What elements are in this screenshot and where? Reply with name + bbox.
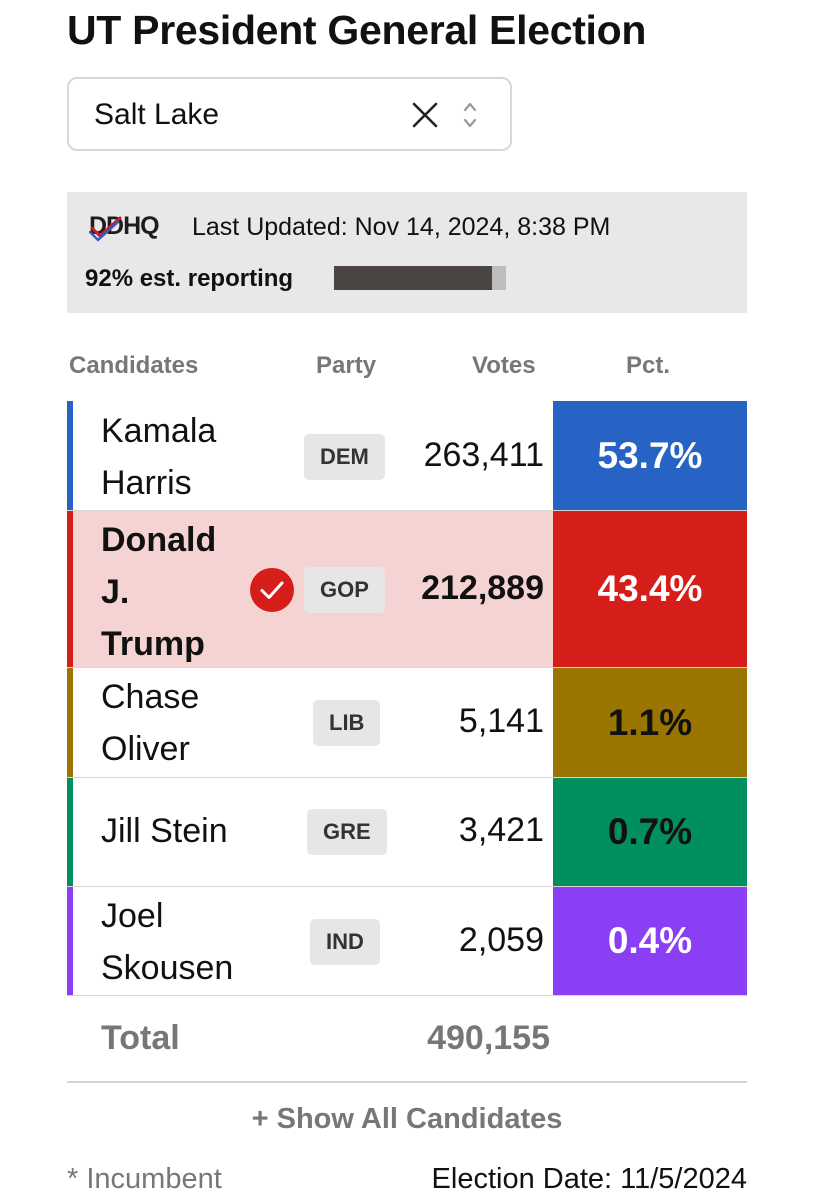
vote-percent: 0.7% [553,778,747,886]
column-header-candidates: Candidates [69,352,199,379]
vote-count: 2,059 [458,921,544,959]
reporting-progress-bar [334,266,506,290]
reporting-label: 92% est. reporting [85,265,294,292]
vote-percent: 43.4% [553,511,747,667]
candidate-row[interactable]: Jill Stein GRE 3,421 0.7% [67,778,747,887]
last-updated: Last Updated: Nov 14, 2024, 8:38 PM [192,213,611,241]
candidate-name: Chase Oliver [101,678,200,768]
results-table: Kamala Harris DEM 263,411 53.7% Donald J. T… [67,401,747,996]
incumbent-note: * Incumbent [67,1163,222,1195]
logo-check-mark [89,216,122,242]
party-color-stripe [67,401,73,510]
vote-count: 5,141 [458,702,544,740]
party-color-stripe [67,887,73,995]
party-color-stripe [67,778,73,886]
county-select-value: Salt Lake [94,98,220,131]
show-all-candidates-button[interactable]: + Show All Candidates [251,1103,563,1135]
vote-percent: 0.4% [553,887,747,995]
party-color-stripe [67,511,73,667]
reporting-progress-fill [334,266,493,290]
vote-percent: 53.7% [553,401,747,510]
party-badge: GRE [307,809,387,855]
total-votes: 490,155 [427,1019,550,1057]
candidate-row[interactable]: Chase Oliver LIB 5,141 1.1% [67,668,747,778]
candidate-name: Kamala Harris [101,412,217,502]
page-title: UT President General Election [67,7,647,53]
vote-count: 263,411 [423,436,544,474]
column-header-votes: Votes [472,352,536,379]
column-header-party: Party [316,352,377,379]
vote-count: 3,421 [458,811,544,849]
candidate-name: Jill Stein [101,812,228,850]
party-color-stripe [67,668,73,777]
candidate-row[interactable]: Joel Skousen IND 2,059 0.4% [67,887,747,996]
candidate-name: Joel Skousen [101,897,234,987]
party-badge: GOP [304,567,385,613]
status-banner: DDHQ Last Updated: Nov 14, 2024, 8:38 PM… [67,192,747,313]
checkmark-circle-icon [250,568,294,612]
ddhq-logo: DDHQ [89,212,160,242]
candidate-name: Donald J. Trump [101,521,217,663]
vote-percent: 1.1% [553,668,747,777]
candidate-row-winner[interactable]: Donald J. Trump GOP 212,889 43.4% [67,511,747,668]
vote-count: 212,889 [421,569,544,607]
party-badge: IND [310,919,380,965]
close-icon[interactable] [411,101,439,129]
divider [67,1081,747,1083]
county-select[interactable]: Salt Lake [67,77,512,151]
candidate-row[interactable]: Kamala Harris DEM 263,411 53.7% [67,401,747,511]
party-badge: DEM [304,434,385,480]
election-date: Election Date: 11/5/2024 [431,1163,747,1195]
updown-chevron-icon[interactable] [463,99,477,131]
total-label: Total [101,1019,180,1057]
column-header-pct: Pct. [626,352,671,379]
party-badge: LIB [313,700,381,746]
